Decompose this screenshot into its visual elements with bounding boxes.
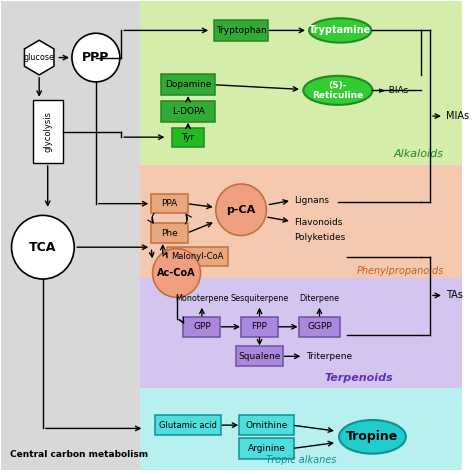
Text: TAs: TAs bbox=[446, 291, 463, 300]
Text: PPA: PPA bbox=[162, 199, 178, 208]
Text: Flavonoids: Flavonoids bbox=[294, 218, 343, 227]
FancyBboxPatch shape bbox=[239, 438, 293, 459]
Text: p-CA: p-CA bbox=[227, 205, 255, 215]
Text: Alkaloids: Alkaloids bbox=[394, 148, 444, 159]
Text: Phenylpropanoids: Phenylpropanoids bbox=[356, 266, 444, 276]
FancyBboxPatch shape bbox=[167, 247, 228, 267]
Text: Sesquiterpene: Sesquiterpene bbox=[230, 294, 289, 303]
Text: Ac-CoA: Ac-CoA bbox=[157, 268, 196, 278]
Text: glycolysis: glycolysis bbox=[43, 111, 52, 152]
Text: Diterpene: Diterpene bbox=[300, 294, 339, 303]
Text: (S)-
Reticuline: (S)- Reticuline bbox=[312, 81, 364, 100]
Text: Triterpene: Triterpene bbox=[306, 352, 352, 361]
FancyBboxPatch shape bbox=[151, 194, 188, 213]
Text: Tryptamine: Tryptamine bbox=[309, 25, 371, 35]
FancyBboxPatch shape bbox=[299, 317, 340, 337]
FancyBboxPatch shape bbox=[140, 277, 462, 388]
FancyBboxPatch shape bbox=[161, 74, 215, 95]
Text: GGPP: GGPP bbox=[307, 322, 332, 331]
Text: Phe: Phe bbox=[161, 228, 178, 238]
Text: Tropic alkanes: Tropic alkanes bbox=[266, 455, 336, 465]
FancyBboxPatch shape bbox=[155, 415, 221, 435]
Ellipse shape bbox=[303, 76, 373, 105]
FancyBboxPatch shape bbox=[140, 388, 462, 470]
FancyBboxPatch shape bbox=[1, 1, 140, 470]
FancyBboxPatch shape bbox=[140, 165, 462, 277]
Circle shape bbox=[72, 33, 120, 82]
Text: ► BIAs: ► BIAs bbox=[379, 86, 409, 95]
Text: L-DOPA: L-DOPA bbox=[172, 107, 204, 116]
Text: glucose: glucose bbox=[24, 53, 55, 62]
FancyBboxPatch shape bbox=[183, 317, 220, 337]
FancyBboxPatch shape bbox=[161, 101, 215, 122]
Text: Monoterpene: Monoterpene bbox=[175, 294, 228, 303]
FancyBboxPatch shape bbox=[239, 415, 293, 435]
Text: Malonyl-CoA: Malonyl-CoA bbox=[171, 252, 223, 261]
Text: Squalene: Squalene bbox=[238, 352, 281, 361]
Text: Tryptophan: Tryptophan bbox=[216, 26, 266, 35]
Ellipse shape bbox=[339, 420, 406, 454]
Text: Dopamine: Dopamine bbox=[165, 80, 211, 89]
FancyBboxPatch shape bbox=[140, 1, 462, 165]
FancyBboxPatch shape bbox=[151, 223, 188, 243]
Text: Polyketides: Polyketides bbox=[294, 233, 346, 243]
Text: Central carbon metabolism: Central carbon metabolism bbox=[9, 450, 148, 459]
FancyBboxPatch shape bbox=[236, 347, 283, 366]
Circle shape bbox=[153, 249, 201, 297]
FancyBboxPatch shape bbox=[241, 317, 278, 337]
Text: Glutamic acid: Glutamic acid bbox=[159, 421, 217, 430]
Text: Ornithine: Ornithine bbox=[245, 421, 288, 430]
Circle shape bbox=[11, 215, 74, 279]
FancyBboxPatch shape bbox=[172, 128, 204, 146]
Text: MIAs: MIAs bbox=[446, 111, 469, 121]
Ellipse shape bbox=[309, 18, 371, 42]
Text: Arginine: Arginine bbox=[247, 444, 285, 453]
Text: Tropine: Tropine bbox=[346, 430, 399, 443]
FancyBboxPatch shape bbox=[33, 100, 63, 163]
FancyBboxPatch shape bbox=[214, 20, 268, 41]
Text: GPP: GPP bbox=[193, 322, 211, 331]
Text: Terpenoids: Terpenoids bbox=[324, 374, 393, 383]
Text: PPP: PPP bbox=[82, 51, 109, 64]
Text: FPP: FPP bbox=[252, 322, 267, 331]
Circle shape bbox=[216, 184, 266, 236]
Text: TCA: TCA bbox=[29, 241, 56, 254]
Text: Lignans: Lignans bbox=[294, 196, 329, 205]
Text: Tyr: Tyr bbox=[182, 133, 195, 142]
